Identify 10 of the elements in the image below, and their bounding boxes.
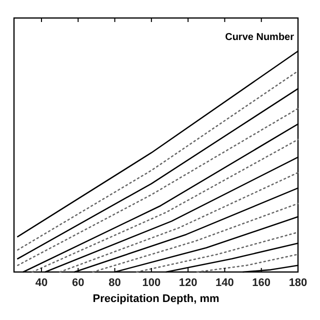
x-axis-title: Precipitation Depth, mm: [92, 293, 220, 305]
x-tick-label: 80: [108, 277, 121, 289]
x-tick-label: 180: [288, 277, 308, 289]
x-tick-label: 160: [252, 277, 271, 289]
text: Curve Number: [225, 32, 294, 43]
x-tick-label: 140: [216, 277, 234, 289]
x-tick-label: 60: [72, 277, 84, 289]
x-tick-label: 120: [178, 277, 198, 289]
x-tick-label: 100: [142, 277, 161, 289]
x-tick-label: 40: [35, 277, 48, 289]
